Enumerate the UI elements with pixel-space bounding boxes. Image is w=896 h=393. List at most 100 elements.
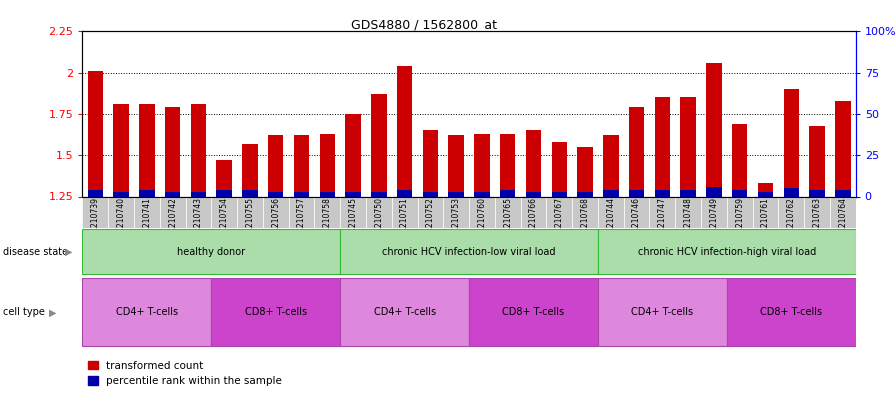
- Bar: [294, 191, 309, 196]
- Bar: [268, 136, 283, 196]
- Bar: [779, 196, 804, 228]
- Text: GSM1210762: GSM1210762: [787, 197, 796, 248]
- Bar: [139, 190, 155, 196]
- Bar: [423, 130, 438, 196]
- Bar: [495, 196, 521, 228]
- Bar: [655, 97, 670, 196]
- Text: GSM1210763: GSM1210763: [813, 197, 822, 248]
- Text: CD4+ T-cells: CD4+ T-cells: [632, 307, 694, 318]
- Bar: [706, 187, 721, 196]
- Bar: [340, 229, 598, 274]
- Bar: [500, 134, 515, 196]
- Text: GSM1210740: GSM1210740: [116, 197, 125, 248]
- Bar: [268, 191, 283, 196]
- Bar: [242, 190, 258, 196]
- Bar: [191, 104, 206, 196]
- Bar: [392, 196, 418, 228]
- Bar: [211, 279, 340, 346]
- Bar: [835, 101, 850, 196]
- Text: ▶: ▶: [65, 246, 73, 257]
- Text: GSM1210748: GSM1210748: [684, 197, 693, 248]
- Bar: [830, 196, 856, 228]
- Bar: [603, 136, 618, 196]
- Bar: [165, 191, 180, 196]
- Bar: [289, 196, 314, 228]
- Bar: [237, 196, 263, 228]
- Bar: [655, 190, 670, 196]
- Bar: [263, 196, 289, 228]
- Text: GSM1210746: GSM1210746: [632, 197, 642, 248]
- Bar: [397, 190, 412, 196]
- Text: GSM1210750: GSM1210750: [375, 197, 383, 248]
- Text: healthy donor: healthy donor: [177, 246, 246, 257]
- Text: chronic HCV infection-low viral load: chronic HCV infection-low viral load: [383, 246, 556, 257]
- Bar: [603, 190, 618, 196]
- Bar: [650, 196, 676, 228]
- Bar: [448, 191, 464, 196]
- Text: CD4+ T-cells: CD4+ T-cells: [116, 307, 178, 318]
- Bar: [577, 147, 593, 196]
- Bar: [804, 196, 830, 228]
- Bar: [758, 183, 773, 196]
- Text: GSM1210754: GSM1210754: [220, 197, 228, 248]
- Text: CD4+ T-cells: CD4+ T-cells: [374, 307, 435, 318]
- Bar: [809, 190, 824, 196]
- Bar: [134, 196, 159, 228]
- Bar: [732, 190, 747, 196]
- Bar: [340, 279, 470, 346]
- Bar: [727, 279, 856, 346]
- Text: GDS4880 / 1562800_at: GDS4880 / 1562800_at: [351, 18, 497, 31]
- Bar: [185, 196, 211, 228]
- Bar: [573, 196, 598, 228]
- Bar: [191, 191, 206, 196]
- Bar: [598, 279, 727, 346]
- Bar: [320, 191, 335, 196]
- Text: CD8+ T-cells: CD8+ T-cells: [760, 307, 823, 318]
- Text: disease state: disease state: [3, 246, 68, 257]
- Bar: [598, 229, 856, 274]
- Text: GSM1210764: GSM1210764: [839, 197, 848, 248]
- Text: GSM1210755: GSM1210755: [246, 197, 254, 248]
- Bar: [680, 97, 696, 196]
- Bar: [320, 134, 335, 196]
- Bar: [294, 136, 309, 196]
- Bar: [474, 191, 490, 196]
- Text: GSM1210749: GSM1210749: [710, 197, 719, 248]
- Bar: [82, 229, 340, 274]
- Bar: [552, 142, 567, 196]
- Bar: [340, 196, 366, 228]
- Text: GSM1210766: GSM1210766: [529, 197, 538, 248]
- Bar: [114, 191, 129, 196]
- Bar: [629, 190, 644, 196]
- Bar: [758, 191, 773, 196]
- Bar: [732, 124, 747, 196]
- Bar: [526, 191, 541, 196]
- Bar: [521, 196, 547, 228]
- Text: GSM1210758: GSM1210758: [323, 197, 332, 248]
- Bar: [82, 196, 108, 228]
- Text: chronic HCV infection-high viral load: chronic HCV infection-high viral load: [638, 246, 816, 257]
- Text: GSM1210760: GSM1210760: [478, 197, 487, 248]
- Text: CD8+ T-cells: CD8+ T-cells: [245, 307, 306, 318]
- Bar: [345, 191, 361, 196]
- Text: CD8+ T-cells: CD8+ T-cells: [503, 307, 564, 318]
- Bar: [701, 196, 727, 228]
- Text: GSM1210739: GSM1210739: [90, 197, 99, 248]
- Bar: [371, 191, 386, 196]
- Bar: [423, 191, 438, 196]
- Bar: [526, 130, 541, 196]
- Text: GSM1210767: GSM1210767: [555, 197, 564, 248]
- Bar: [783, 188, 799, 196]
- Bar: [809, 125, 824, 196]
- Text: GSM1210756: GSM1210756: [271, 197, 280, 248]
- Text: GSM1210759: GSM1210759: [736, 197, 745, 248]
- Text: ▶: ▶: [49, 307, 56, 318]
- Text: GSM1210743: GSM1210743: [194, 197, 202, 248]
- Bar: [366, 196, 392, 228]
- Text: GSM1210761: GSM1210761: [761, 197, 770, 248]
- Bar: [598, 196, 624, 228]
- Text: GSM1210768: GSM1210768: [581, 197, 590, 248]
- Text: cell type: cell type: [3, 307, 45, 318]
- Bar: [88, 71, 103, 196]
- Bar: [159, 196, 185, 228]
